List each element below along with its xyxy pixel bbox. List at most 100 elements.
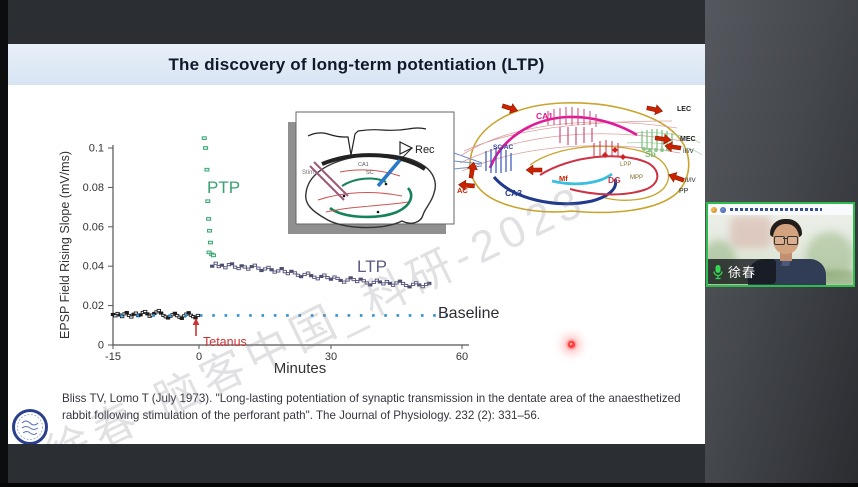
ltp-point xyxy=(328,277,334,281)
y-tick-label: 0 xyxy=(98,340,104,352)
ltp-point xyxy=(394,281,399,285)
ltp-point xyxy=(400,281,406,286)
tetanus-arrowhead xyxy=(192,318,200,325)
y-tick-label: 0.1 xyxy=(89,143,104,155)
ptp-point xyxy=(207,228,213,233)
ltp-point xyxy=(219,263,225,267)
ltp-point xyxy=(371,280,376,284)
amplifier-wire xyxy=(399,147,413,161)
ltp-point xyxy=(269,268,274,272)
baseline-dot xyxy=(372,314,375,317)
ltp-point xyxy=(351,278,356,282)
pre_tetanus_epsp-point xyxy=(172,311,178,315)
inset-sc-label: SC xyxy=(366,170,374,176)
pre_tetanus_epsp-point xyxy=(142,309,148,314)
ltp-point xyxy=(368,283,373,287)
webcam-header-banner xyxy=(708,204,853,215)
y-tick-label: 0.06 xyxy=(83,221,104,233)
lec-label: LEC xyxy=(677,106,691,113)
background-building xyxy=(730,216,772,248)
ltp-label: LTP xyxy=(357,257,387,276)
x-tick-label: 60 xyxy=(456,351,468,363)
baseline-dot xyxy=(347,314,351,317)
ca1-pyramidal-cells xyxy=(547,107,597,145)
ptp-point xyxy=(203,146,209,150)
ca3-label: CA3 xyxy=(505,188,522,198)
dg-label: DG xyxy=(608,175,621,185)
ptp-point xyxy=(206,250,212,255)
ltp-point xyxy=(279,267,284,271)
y-tick-label: 0.08 xyxy=(83,182,104,194)
dg-granule-cells xyxy=(593,140,619,157)
ltp-point xyxy=(272,270,277,274)
baseline-dot xyxy=(120,314,123,317)
baseline-dot xyxy=(323,314,326,317)
laser-pointer-dot xyxy=(568,341,575,348)
citation-text: Bliss TV, Lomo T (July 1973). "Long-last… xyxy=(62,392,681,423)
baseline-dot xyxy=(168,314,172,317)
participant-name-badge: 徐春 xyxy=(708,259,776,284)
ii-iv-label: II/IV xyxy=(685,178,696,184)
baseline-dot xyxy=(408,314,412,317)
webcam-header-logo-1 xyxy=(711,206,717,213)
ptp-label: PTP xyxy=(207,178,240,197)
left-black-strip xyxy=(0,0,8,487)
rec-electrode xyxy=(376,158,402,188)
webcam-tile[interactable]: 徐春 xyxy=(706,202,855,287)
y-tick-label: 0.02 xyxy=(83,300,104,312)
baseline-dot xyxy=(433,314,436,317)
ltp-point xyxy=(414,281,419,285)
stim-electrode xyxy=(309,161,349,201)
ptp-point xyxy=(211,253,217,258)
alveus-band xyxy=(321,153,427,171)
ptp-point xyxy=(205,199,211,203)
synapse-dot xyxy=(376,210,380,214)
pre_tetanus_epsp-point xyxy=(145,312,150,316)
mec-label: MEC xyxy=(680,136,696,143)
baseline-dot xyxy=(445,314,449,317)
sb-label: Sb xyxy=(645,149,656,159)
ca1-band xyxy=(488,115,638,169)
baseline-dot xyxy=(236,314,240,317)
x-axis-title: Minutes xyxy=(274,360,327,375)
scac-label: SC/AC xyxy=(493,144,514,151)
ltp-point xyxy=(387,281,393,285)
baseline-dot xyxy=(310,314,314,317)
ltp-point xyxy=(266,265,271,269)
ltp-point xyxy=(325,276,330,280)
ltp-point xyxy=(420,285,425,289)
baseline-dot xyxy=(396,314,400,317)
ltp-point xyxy=(262,267,268,271)
hilar-cells xyxy=(602,147,626,160)
baseline-dot xyxy=(224,314,228,317)
pre_tetanus_epsp-point xyxy=(115,311,120,316)
ltp-point xyxy=(302,272,307,277)
ltp-point xyxy=(289,269,294,273)
direction-arrows xyxy=(458,103,685,191)
pre_tetanus_epsp-point xyxy=(129,315,134,319)
slide-title-band: The discovery of long-term potentiation … xyxy=(8,44,705,85)
pp-label: PP xyxy=(679,188,689,195)
webcam-header-logo-2 xyxy=(720,206,726,213)
ltp-point xyxy=(403,283,409,288)
ltp-point xyxy=(417,283,422,287)
pre_tetanus_epsp-point xyxy=(195,313,201,318)
ltp-point xyxy=(309,274,314,278)
ltp-point xyxy=(236,267,241,271)
ac-label: AC xyxy=(457,186,468,195)
dg-band xyxy=(539,155,659,196)
ltp-point xyxy=(259,268,264,273)
top-letterbox-bar xyxy=(8,0,705,44)
participant-face xyxy=(773,224,799,254)
baseline-dot xyxy=(136,314,139,317)
ltp-point xyxy=(315,277,320,281)
ltp-point xyxy=(285,272,291,276)
ltp-scatter-chart: 00.020.040.060.080.1-15 0 30 60MinutesEPSP … xyxy=(58,136,499,375)
y-axis-title: EPSP Field Rising Slope (mV/ms) xyxy=(58,151,72,339)
baseline-dot xyxy=(199,314,203,317)
ltp-point xyxy=(246,267,251,271)
ltp-point xyxy=(322,273,327,277)
ltp-point xyxy=(407,285,412,289)
inner-outline xyxy=(529,145,670,201)
microphone-icon xyxy=(713,264,723,279)
